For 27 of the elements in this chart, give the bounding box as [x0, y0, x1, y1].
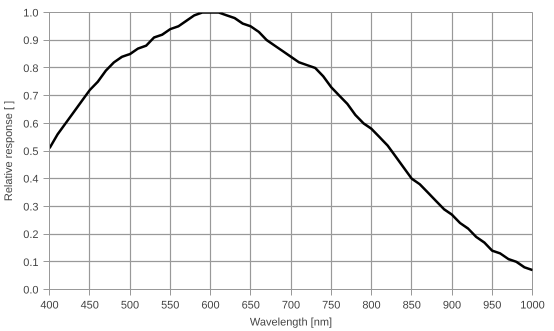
y-tick-label: 0.7	[23, 90, 39, 103]
x-tick-label: 650	[242, 300, 260, 312]
x-tick-label: 400	[40, 300, 59, 312]
line-series	[50, 12, 532, 272]
x-tick-label: 800	[362, 300, 381, 312]
y-tick-label: 1.0	[23, 8, 39, 20]
x-tick-label: 700	[282, 300, 300, 312]
y-tick-label: 0.8	[23, 62, 39, 75]
x-tick-label: 900	[442, 300, 462, 312]
x-tick-label: 750	[322, 300, 340, 312]
y-tick-label: 0.3	[23, 201, 39, 214]
x-tick-label: 550	[161, 300, 180, 312]
y-axis-title: Relative response [ ]	[3, 100, 16, 202]
y-tick-label: 0.6	[23, 118, 39, 130]
x-tick-label: 500	[120, 300, 140, 312]
y-tick-label: 0.1	[23, 256, 39, 269]
x-tick-label: 950	[483, 300, 502, 312]
y-tick-label: 0.4	[23, 174, 39, 186]
y-tick-label: 0.9	[23, 35, 39, 48]
y-tick-label: 0.2	[23, 229, 39, 242]
y-tick-label: 0.5	[23, 146, 39, 158]
x-axis-title: Wavelength [nm]	[250, 316, 332, 328]
x-tick-label: 450	[80, 300, 99, 312]
y-tick-label: 0.0	[23, 284, 39, 296]
x-tick-label: 600	[201, 300, 220, 312]
x-tick-label: 1000	[520, 300, 545, 312]
x-tick-label: 850	[402, 300, 421, 312]
